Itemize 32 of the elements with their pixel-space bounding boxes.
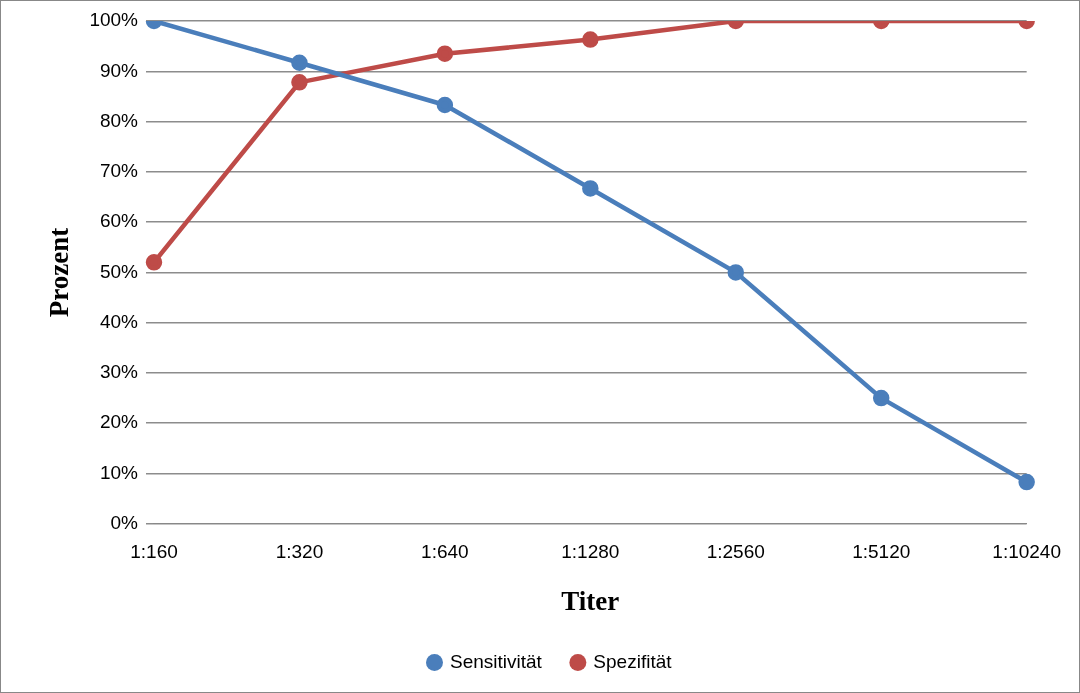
x-tick-label: 1:5120 <box>852 541 911 563</box>
point <box>582 180 599 197</box>
y-tick-label: 50% <box>99 260 139 282</box>
x-tick-label: 1:640 <box>421 541 469 563</box>
point <box>436 45 454 62</box>
legend-label: Spezifität <box>593 650 673 672</box>
x-axis-title: Titer <box>561 585 620 616</box>
point <box>291 54 308 71</box>
x-tick-label: 1:160 <box>130 541 178 563</box>
y-tick-label: 60% <box>99 210 139 232</box>
point <box>145 254 163 271</box>
point <box>436 96 454 114</box>
y-tick-label: 10% <box>99 461 139 483</box>
y-tick-label: 90% <box>99 59 139 81</box>
x-tick-label: 1:1280 <box>561 541 620 563</box>
y-tick-label: 100% <box>89 9 139 31</box>
x-tick-label: 1:2560 <box>706 541 765 563</box>
y-tick-label: 30% <box>99 361 139 383</box>
y-tick-label: 80% <box>99 109 139 131</box>
x-tick-label: 1:10240 <box>992 541 1061 563</box>
point <box>291 74 308 91</box>
point <box>582 31 599 48</box>
y-tick-label: 20% <box>99 411 139 433</box>
y-axis-title: Prozent <box>44 227 75 318</box>
point <box>872 389 890 407</box>
y-tick-label: 40% <box>99 310 139 332</box>
y-tick-label: 0% <box>110 512 139 534</box>
legend-label: Sensitivität <box>449 650 543 672</box>
y-tick-label: 70% <box>99 160 139 182</box>
point <box>1018 473 1035 491</box>
x-tick-label: 1:320 <box>275 541 324 563</box>
point <box>727 264 745 281</box>
